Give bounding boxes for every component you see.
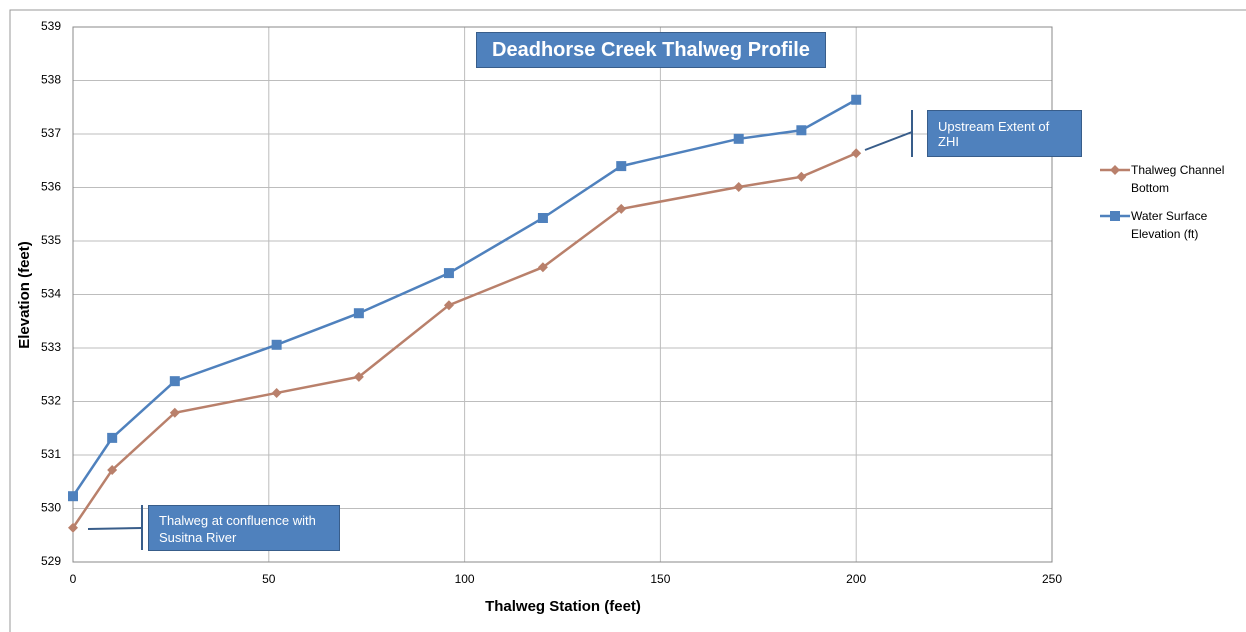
marker	[733, 181, 744, 192]
marker	[616, 203, 627, 214]
plot-border	[72, 26, 1053, 563]
y-tick-label: 534	[41, 287, 61, 301]
marker	[68, 522, 78, 533]
marker	[443, 268, 454, 279]
annotation: Thalweg at confluence with Susitna River	[148, 505, 340, 551]
y-axis-label: Elevation (feet)	[16, 241, 33, 349]
legend-marker	[1110, 165, 1120, 175]
y-tick-label: 538	[41, 73, 61, 87]
y-tick-label: 535	[41, 233, 61, 247]
marker	[107, 464, 118, 475]
grid	[72, 26, 1053, 563]
x-tick-label: 150	[650, 572, 670, 586]
marker	[169, 376, 180, 387]
marker	[107, 432, 118, 443]
marker	[271, 339, 282, 350]
marker	[851, 148, 862, 159]
y-tick-label: 530	[41, 501, 61, 515]
callout-line	[864, 131, 913, 151]
marker	[537, 262, 548, 273]
y-tick-label: 536	[41, 180, 61, 194]
callout-line	[87, 527, 143, 530]
x-tick-label: 50	[262, 572, 276, 586]
marker	[537, 212, 548, 223]
legend-marker	[1110, 211, 1120, 221]
marker	[443, 300, 454, 311]
frame	[9, 9, 1246, 632]
marker	[616, 161, 627, 172]
y-tick-label: 539	[41, 19, 61, 33]
y-tick-label: 533	[41, 340, 61, 354]
marker	[851, 94, 862, 105]
marker	[796, 171, 807, 182]
marker	[353, 371, 364, 382]
x-tick-label: 250	[1042, 572, 1062, 586]
marker	[733, 133, 744, 144]
y-tick-label: 532	[41, 394, 61, 408]
marker	[796, 125, 807, 136]
legend-label: Thalweg Channel Bottom	[1131, 163, 1225, 195]
marker	[68, 491, 78, 502]
legend-label: Water Surface Elevation (ft)	[1131, 209, 1208, 241]
x-tick-label: 0	[70, 572, 77, 586]
annotation: Upstream Extent of ZHI	[927, 110, 1082, 157]
chart-title: Deadhorse Creek Thalweg Profile	[476, 32, 826, 68]
y-tick-label: 529	[41, 554, 61, 568]
x-axis-label: Thalweg Station (feet)	[485, 598, 641, 615]
marker	[353, 308, 364, 319]
marker	[169, 407, 180, 418]
y-tick-label: 531	[41, 447, 61, 461]
marker	[271, 387, 282, 398]
y-tick-label: 537	[41, 126, 61, 140]
x-tick-label: 200	[846, 572, 866, 586]
x-tick-label: 100	[455, 572, 475, 586]
